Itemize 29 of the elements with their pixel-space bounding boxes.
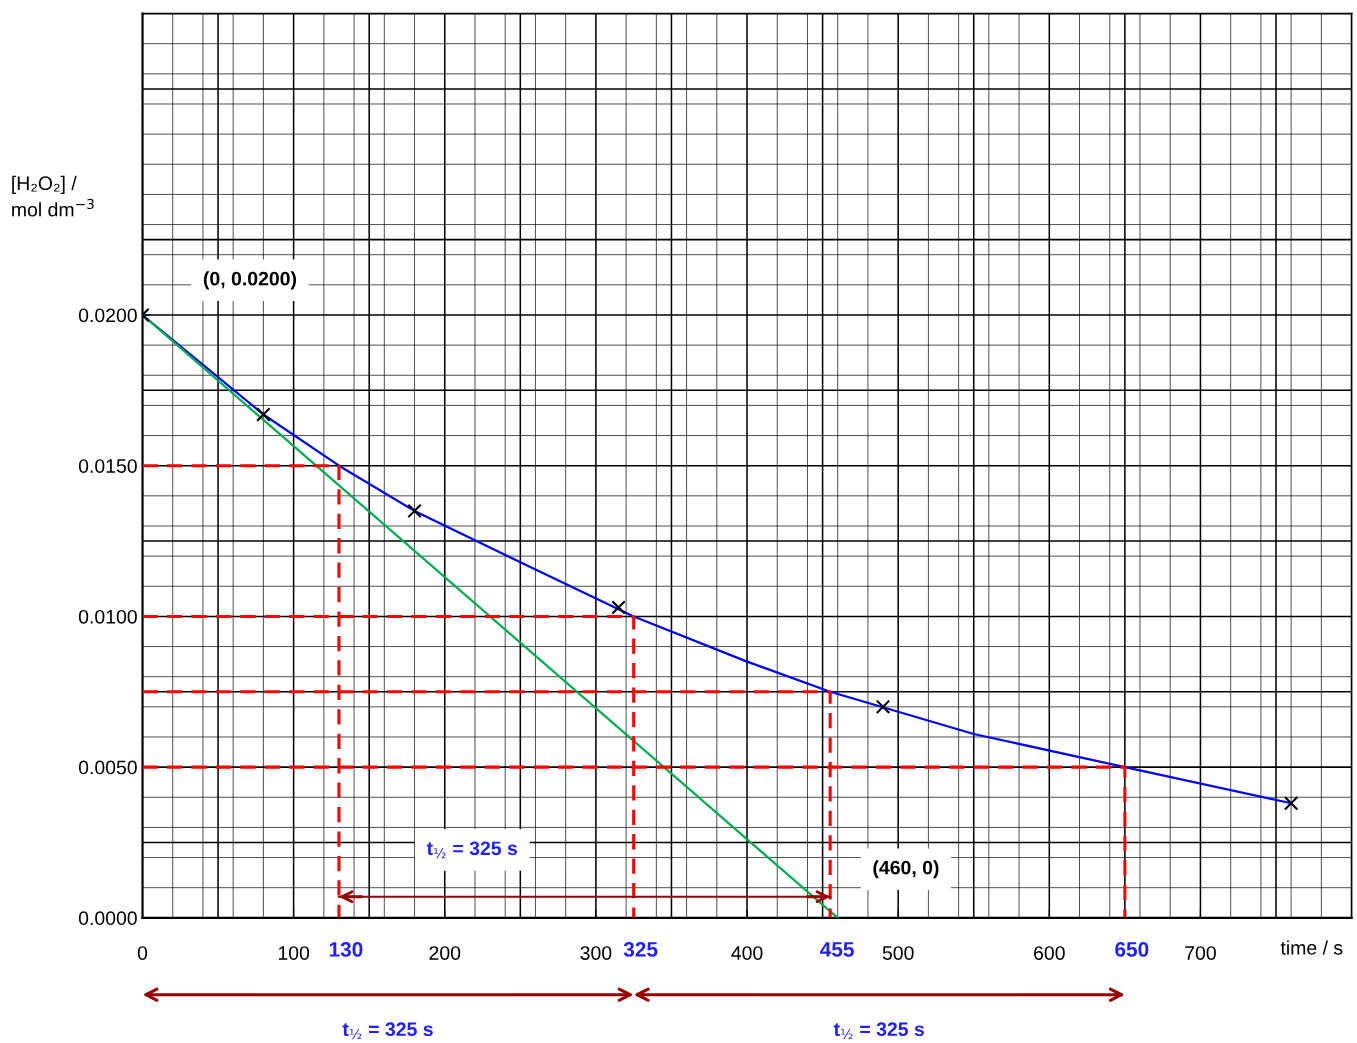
y-tick-label: 0.0150	[78, 459, 137, 473]
x-tick-label: 700	[1185, 946, 1216, 960]
x-tick-label: 200	[429, 946, 461, 960]
x-tick-label: 0	[137, 946, 148, 960]
y-tick-label: 0.0000	[78, 911, 137, 926]
y-axis-title: [H₂O₂] / mol dm$^{−3}$	[12, 175, 94, 217]
annotation: 130	[329, 942, 363, 957]
y-tick-label: 0.0100	[78, 609, 137, 624]
x-axis-title: time / s	[1280, 940, 1343, 955]
text: t$_{½}$ = 325 s	[833, 1022, 924, 1040]
annotation: 455	[820, 942, 854, 957]
text: t$_{½}$ = 325 s	[342, 1022, 433, 1040]
annotation: (0, 0.0200)	[203, 271, 297, 290]
annotation: (460, 0)	[873, 860, 939, 879]
point	[256, 407, 271, 422]
x-tick-label: 600	[1034, 946, 1065, 960]
point	[611, 600, 626, 615]
annotation: 325	[623, 942, 658, 957]
annotation: 650	[1115, 942, 1149, 957]
point	[407, 503, 422, 519]
x-tick-label: 300	[580, 946, 612, 960]
x-tick-label: 400	[731, 946, 763, 960]
y-tick-label: 0.0200	[78, 308, 137, 323]
annotation: t$_{½}$ = 325 s	[426, 841, 518, 859]
point	[875, 699, 891, 715]
x-tick-label: 100	[278, 946, 310, 960]
point	[1283, 796, 1299, 811]
x-tick-label: 500	[882, 946, 914, 960]
y-tick-label: 0.0050	[78, 760, 137, 775]
